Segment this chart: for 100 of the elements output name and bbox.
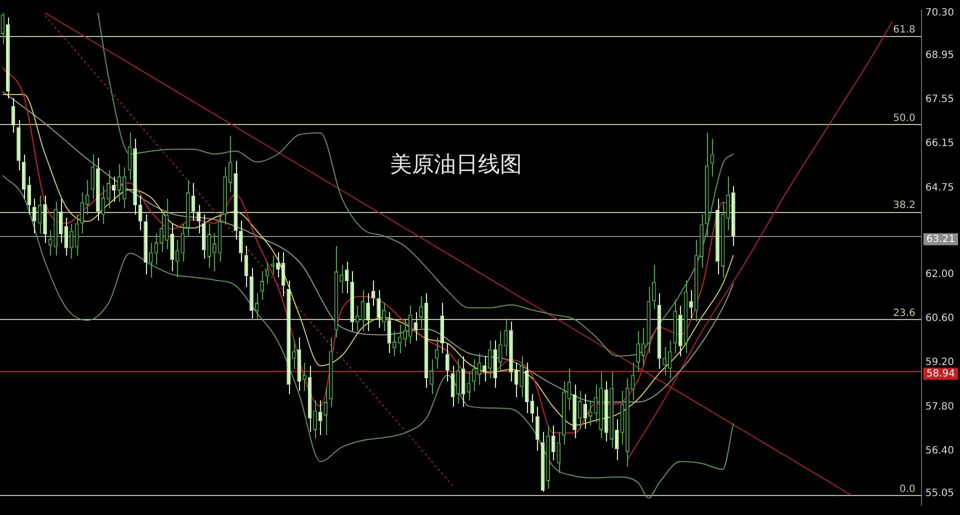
- candlestick: [482, 356, 486, 382]
- candlestick: [434, 336, 439, 370]
- annotation: 38.2: [893, 200, 916, 212]
- candlestick: [133, 138, 137, 215]
- line-series: [2, 174, 734, 499]
- candlestick: [376, 290, 381, 328]
- candlestick: [170, 223, 174, 272]
- ref-line-label: 63.21: [926, 234, 956, 245]
- candlestick: [27, 176, 32, 215]
- candlestick: [673, 299, 678, 354]
- annotation: 0.0: [899, 484, 916, 495]
- candlestick: [313, 400, 317, 439]
- y-tick-label: 64.75: [925, 182, 954, 194]
- candlestick: [551, 425, 556, 461]
- candlestick: [610, 372, 614, 448]
- candlestick: [366, 292, 370, 332]
- candlestick: [276, 252, 280, 278]
- candlestick: [350, 270, 354, 332]
- candlestick: [54, 201, 58, 256]
- candlestick: [472, 358, 476, 392]
- candlestick: [266, 261, 270, 284]
- y-tick-label: 57.80: [925, 401, 954, 412]
- candlestick: [318, 400, 322, 436]
- candlestick: [234, 160, 238, 240]
- candlestick: [356, 305, 360, 332]
- y-tick-label: 60.60: [925, 313, 954, 324]
- candlestick: [202, 214, 206, 260]
- candlestick: [583, 394, 588, 430]
- candlestick: [175, 239, 180, 278]
- candlestick: [599, 372, 603, 439]
- candlestick: [546, 425, 550, 490]
- ref-line-label: 58.94: [926, 368, 956, 380]
- candlestick: [149, 242, 153, 278]
- candlestick: [239, 220, 243, 262]
- candlestick: [106, 170, 110, 209]
- candlestick: [498, 330, 502, 373]
- candlestick: [250, 268, 254, 319]
- candlestick: [726, 176, 730, 231]
- candlestick: [652, 264, 656, 310]
- annotation: 23.6: [893, 308, 916, 320]
- candlestick: [446, 343, 450, 382]
- candlestick: [520, 356, 524, 398]
- candlestick: [562, 380, 566, 446]
- candlestick: [286, 280, 290, 395]
- y-tick-label: 55.05: [925, 488, 954, 499]
- candlestick: [456, 358, 460, 404]
- candlestick: [160, 214, 164, 253]
- candlestick: [96, 157, 100, 222]
- candlestick: [112, 176, 116, 202]
- candlestick: [731, 186, 736, 246]
- candlestick: [466, 372, 471, 401]
- candlestick: [382, 302, 386, 332]
- candlestick: [636, 330, 640, 373]
- y-tick-label: 68.95: [925, 50, 954, 61]
- candlestick: [493, 340, 498, 388]
- candlestick: [6, 17, 10, 100]
- candlestick: [186, 179, 190, 238]
- candlestick: [117, 164, 122, 202]
- candlestick: [430, 358, 434, 395]
- y-tick-label: 67.55: [925, 94, 954, 106]
- candlestick: [440, 302, 444, 354]
- candlestick: [196, 204, 200, 234]
- candlestick: [403, 318, 407, 348]
- candlestick: [329, 336, 333, 408]
- candlestick: [662, 346, 666, 376]
- candlestick: [270, 254, 275, 275]
- candlestick: [302, 362, 306, 392]
- candlestick: [626, 378, 630, 468]
- y-tick-label: 70.30: [925, 7, 954, 18]
- candlestick: [408, 305, 412, 344]
- candlestick: [614, 418, 619, 461]
- candlestick: [716, 198, 720, 275]
- candlestick: [641, 327, 646, 366]
- text: 美原油日线图: [390, 152, 522, 178]
- candlestick: [80, 192, 84, 234]
- candlestick: [32, 198, 36, 234]
- candlestick: [212, 232, 216, 272]
- y-tick-label: 62.00: [925, 268, 954, 280]
- candlestick: [556, 431, 561, 474]
- candlestick: [705, 132, 709, 238]
- candlestick: [340, 264, 344, 294]
- candlestick: [572, 384, 576, 439]
- candlestick: [371, 280, 376, 306]
- candlestick: [668, 340, 672, 379]
- candlestick: [689, 290, 693, 319]
- candlestick: [70, 223, 74, 260]
- candlestick: [398, 324, 402, 354]
- candlestick: [122, 166, 126, 209]
- candlestick: [536, 406, 540, 452]
- candlestick: [678, 305, 682, 357]
- annotation: 50.0: [893, 112, 916, 124]
- candlestick: [509, 321, 513, 382]
- candlestick: [292, 340, 296, 370]
- annotation: 61.8: [893, 24, 916, 36]
- y-tick-label: 66.15: [925, 138, 954, 150]
- candlestick: [419, 296, 423, 328]
- candlestick: [223, 166, 227, 224]
- candlestick: [260, 270, 264, 300]
- candlestick: [58, 198, 63, 244]
- candlestick: [85, 179, 90, 215]
